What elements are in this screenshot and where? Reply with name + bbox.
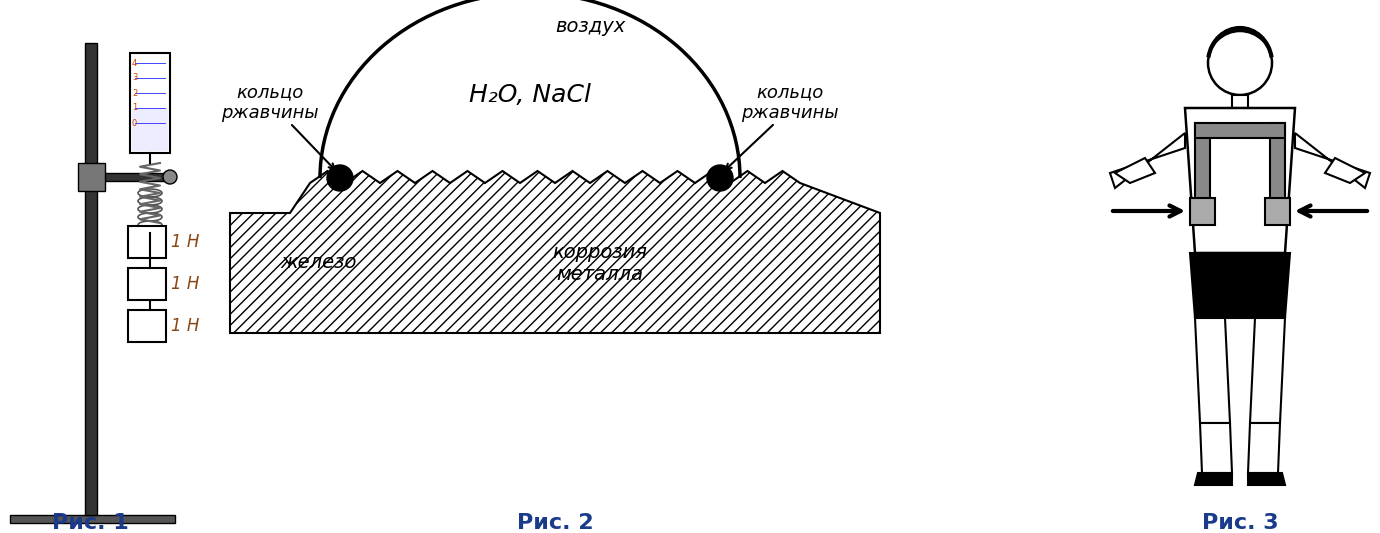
Polygon shape [10,515,175,523]
Polygon shape [1195,318,1230,423]
Text: кольцо
ржавчины: кольцо ржавчины [221,84,319,123]
Text: кольцо
ржавчины: кольцо ржавчины [741,84,839,123]
Text: H₂O, NaCl: H₂O, NaCl [469,83,591,107]
Text: 4: 4 [132,59,137,68]
Circle shape [327,165,353,191]
Text: воздух: воздух [555,17,625,36]
Polygon shape [79,163,105,191]
Text: 1 Н: 1 Н [171,317,199,335]
Text: 0: 0 [132,118,137,127]
Text: коррозия
металла: коррозия металла [552,243,647,284]
Polygon shape [132,108,168,151]
Text: 3: 3 [132,74,138,83]
Polygon shape [1195,123,1210,213]
Polygon shape [1248,423,1281,473]
Text: Рис. 3: Рис. 3 [1202,513,1278,533]
Polygon shape [86,43,97,515]
Polygon shape [1195,473,1232,485]
Polygon shape [1232,95,1248,108]
Circle shape [163,170,177,184]
Polygon shape [91,173,170,181]
Polygon shape [1325,158,1365,183]
Polygon shape [1190,198,1214,225]
Polygon shape [1195,123,1285,138]
Text: 1: 1 [132,103,137,112]
Polygon shape [1115,158,1155,183]
Polygon shape [1201,423,1232,473]
Text: Рис. 2: Рис. 2 [516,513,593,533]
Polygon shape [128,310,166,342]
Polygon shape [128,268,166,300]
Text: 2: 2 [132,88,137,98]
Text: 1 Н: 1 Н [171,275,199,293]
Circle shape [707,165,733,191]
Polygon shape [230,171,880,333]
Polygon shape [130,53,170,153]
Polygon shape [1270,123,1285,213]
Circle shape [1208,31,1272,95]
Polygon shape [1185,108,1294,253]
Polygon shape [1248,473,1285,485]
Text: Рис. 1: Рис. 1 [51,513,128,533]
Polygon shape [1265,198,1290,225]
Polygon shape [1294,133,1370,188]
Text: железо: железо [280,254,356,272]
Polygon shape [1250,318,1285,423]
Polygon shape [1110,133,1185,188]
Polygon shape [1190,253,1290,318]
Text: 1 Н: 1 Н [171,233,199,251]
Polygon shape [128,226,166,258]
